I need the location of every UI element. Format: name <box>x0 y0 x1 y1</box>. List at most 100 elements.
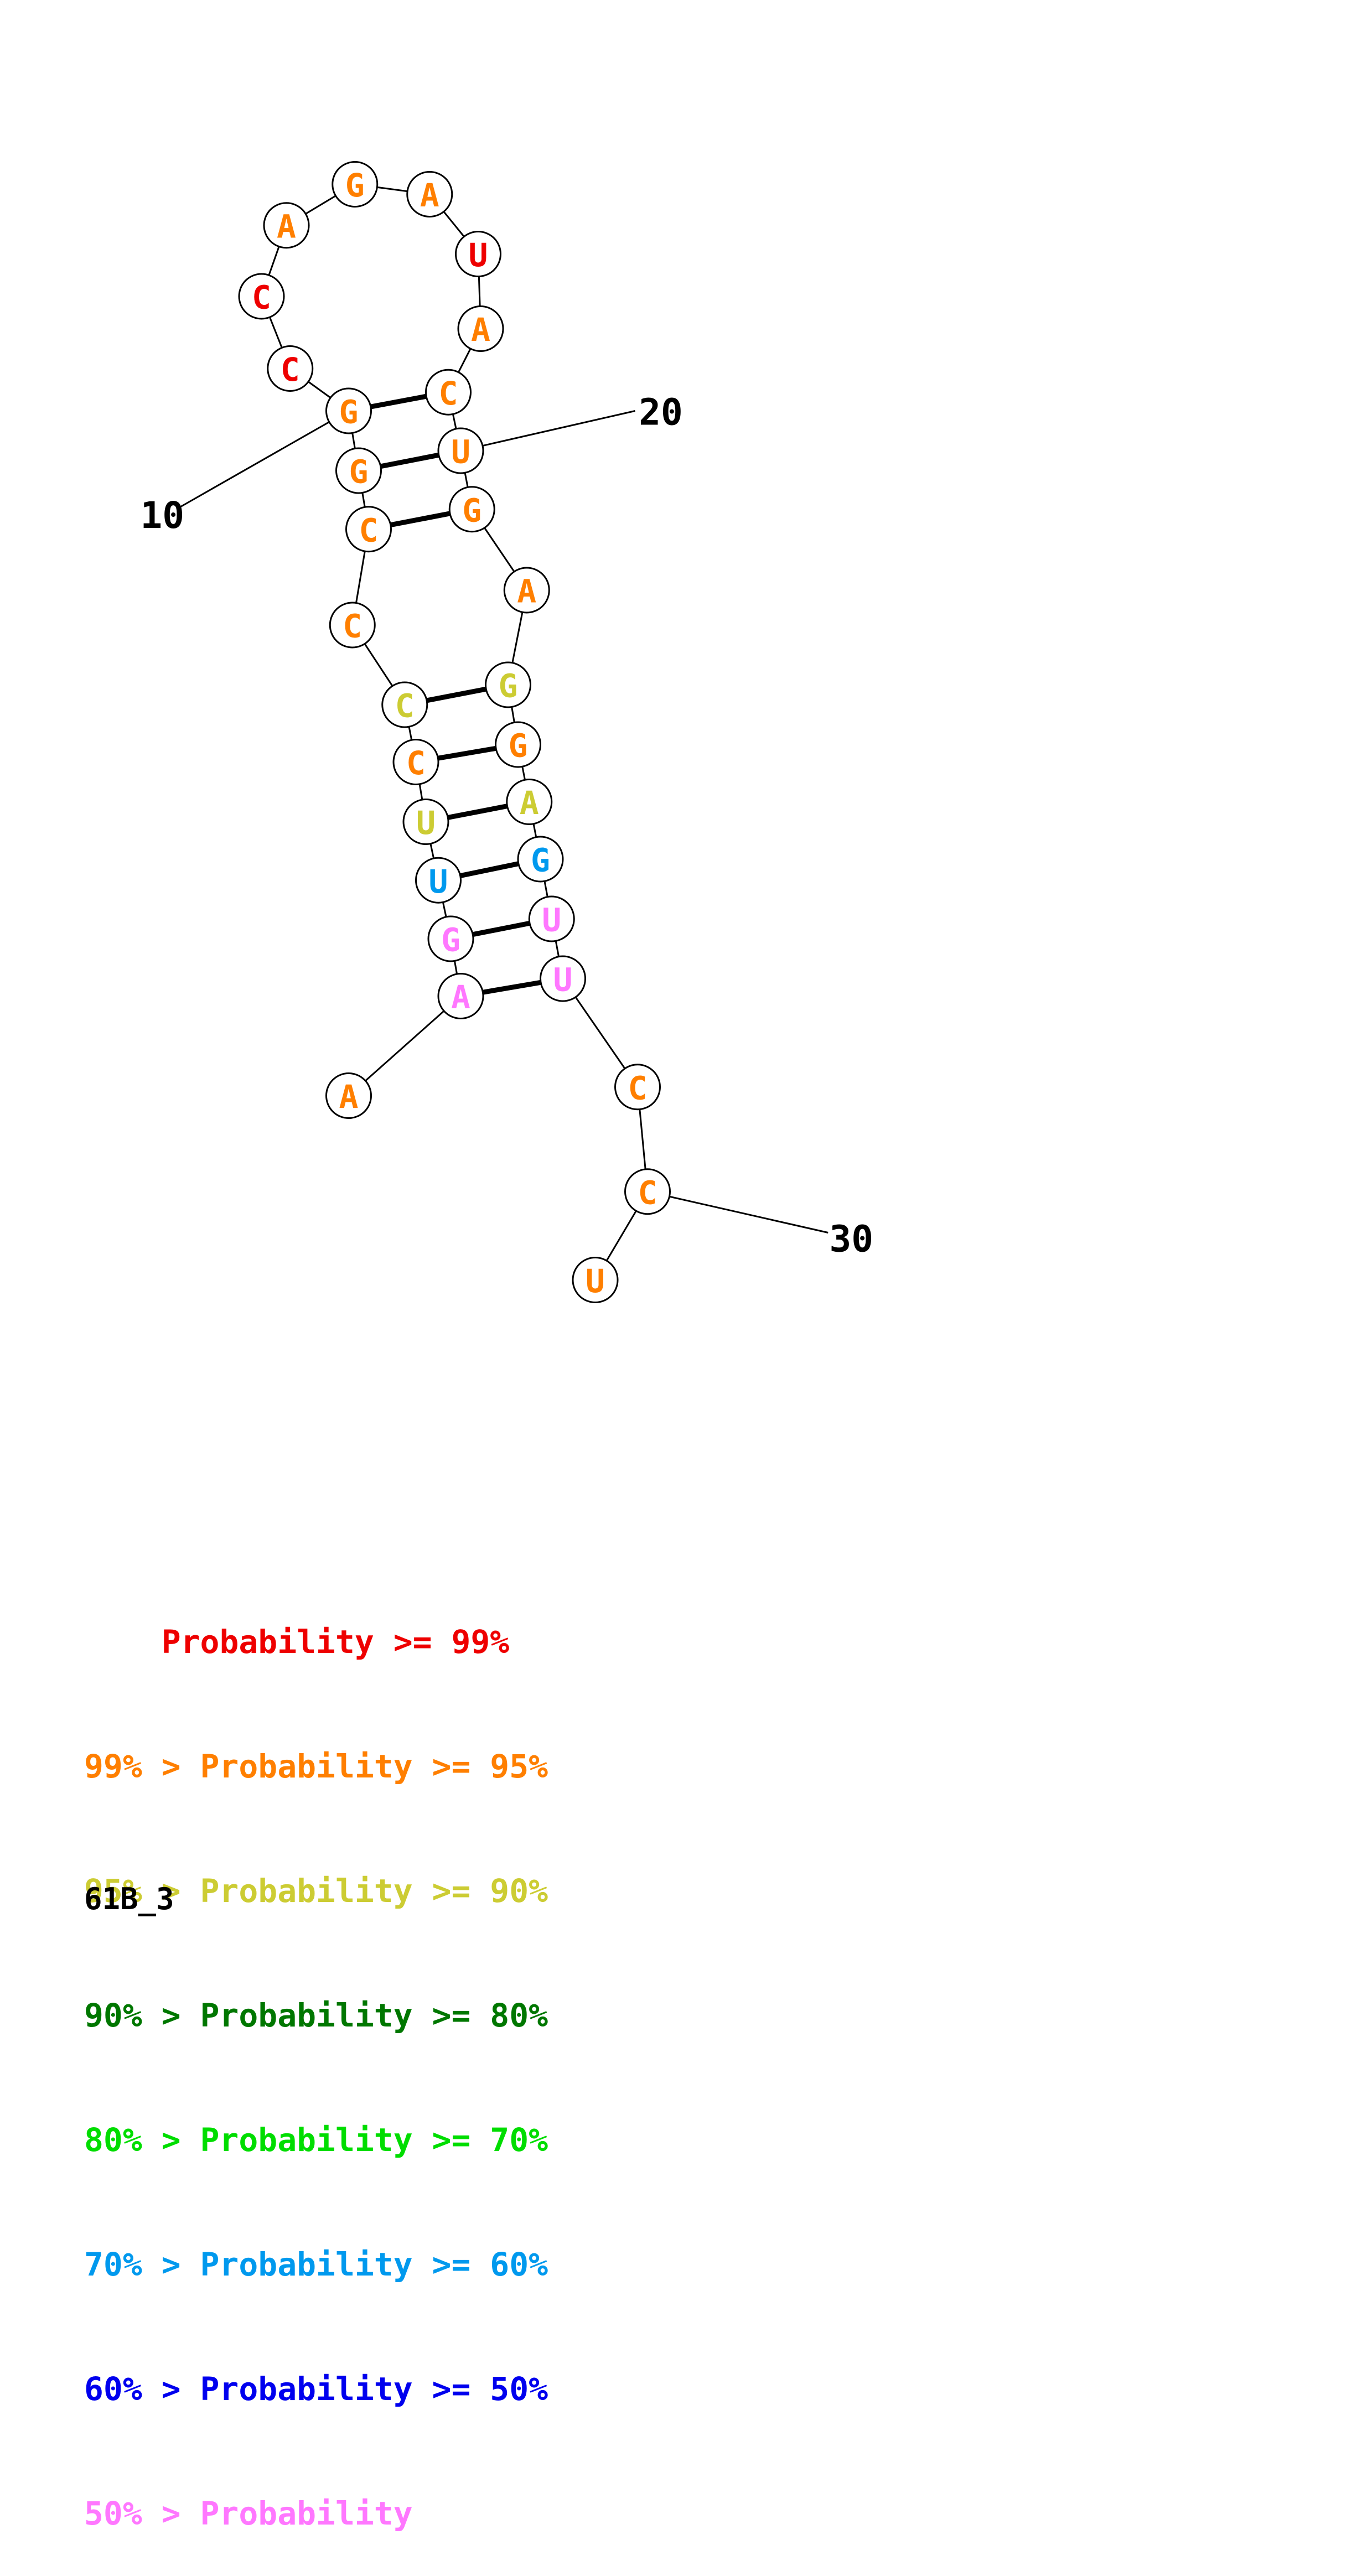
nucleotide-circle <box>572 1257 619 1303</box>
base-pairs <box>348 390 563 999</box>
nucleotide-circle <box>485 661 531 708</box>
index-tick <box>460 410 635 452</box>
nucleotide-circle <box>425 369 472 416</box>
probability-legend: Probability >= 99% 99% > Probability >= … <box>84 1538 548 2576</box>
index-tick <box>180 410 349 508</box>
nucleotide-letter: C <box>252 279 271 317</box>
legend-row: Probability >= 99% <box>84 1621 548 1663</box>
nucleotide-letter: A <box>451 978 470 1016</box>
legend-row: 80% > Probability >= 70% <box>84 2119 548 2161</box>
nucleotide-circle <box>263 202 310 249</box>
nucleotide-letter: U <box>416 804 436 842</box>
legend-text: Probability >= 99% <box>161 1623 510 1661</box>
legend-prefix: 70% > <box>84 2246 200 2283</box>
legend-text: Probability >= 50% <box>200 2370 548 2408</box>
nucleotide-letter: A <box>471 311 490 349</box>
nucleotide-circle <box>238 273 285 320</box>
nucleotide-circle <box>448 486 495 533</box>
nucleotide-circle <box>495 721 541 768</box>
backbone <box>261 183 649 1281</box>
legend-text: Probability >= 80% <box>200 1997 548 2034</box>
legend-prefix: 99% > <box>84 1748 200 1785</box>
nucleotide-circle <box>329 602 376 649</box>
nucleotide-letter: A <box>420 177 439 214</box>
nucleotide-circle <box>457 305 504 352</box>
nucleotide-letter: A <box>339 1078 359 1116</box>
nucleotide-letter: A <box>277 208 296 245</box>
nucleotide-letter: G <box>509 727 528 765</box>
legend-prefix: 95% > <box>84 1872 200 1910</box>
nucleotide-letter: C <box>406 744 426 782</box>
legend-row: 60% > Probability >= 50% <box>84 2368 548 2410</box>
nucleotide-circle <box>455 231 501 277</box>
nucleotide-letter: G <box>462 491 482 529</box>
nucleotide-circle <box>427 915 474 962</box>
legend-row: 50% > Probability <box>84 2493 548 2534</box>
nucleotide-letter: A <box>520 784 539 822</box>
index-label: 30 <box>830 1217 873 1260</box>
nucleotide-circle <box>345 506 392 553</box>
nucleotide-circle <box>517 836 564 883</box>
nucleotide-circle <box>332 161 379 208</box>
nucleotide-circle <box>503 567 550 614</box>
nucleotide-circle <box>381 681 428 728</box>
legend-prefix: 80% > <box>84 2121 200 2159</box>
index-tick <box>647 1190 829 1233</box>
legend-prefix: 90% > <box>84 1997 200 2034</box>
nucleotide-letter: C <box>359 511 379 549</box>
nucleotide-letter: G <box>531 842 550 879</box>
nucleotide-circle <box>415 857 462 904</box>
nucleotide-letter: U <box>469 236 488 274</box>
legend-row: 70% > Probability >= 60% <box>84 2244 548 2285</box>
nucleotide-letter: G <box>349 453 369 491</box>
nucleotide-circle <box>437 973 484 1019</box>
nucleotide-letter: U <box>586 1262 605 1300</box>
nucleotide-circle <box>402 799 449 845</box>
index-label: 10 <box>141 494 184 537</box>
nucleotide-letter: U <box>553 961 573 999</box>
index-ticks: 10 20 30 <box>141 391 873 1260</box>
nucleotide-circle <box>335 447 382 494</box>
nucleotide-letter: U <box>451 433 470 471</box>
legend-text: Probability >= 90% <box>200 1872 548 1910</box>
legend-row: 95% > Probability >= 90% <box>84 1870 548 1912</box>
structure-name: 61B_3 <box>84 1882 174 1916</box>
legend-text: Probability >= 70% <box>200 2121 548 2159</box>
nucleotide-letter: C <box>439 375 458 412</box>
nucleotide-letter: C <box>281 351 300 388</box>
nucleotide-circle <box>267 345 314 392</box>
legend-prefix: 60% > <box>84 2370 200 2408</box>
nucleotide-circle <box>506 779 553 825</box>
nucleotide-letter: C <box>638 1174 657 1211</box>
backbone-link <box>348 995 462 1097</box>
nucleotide-circle <box>624 1168 671 1215</box>
nucleotide-circle <box>437 427 484 474</box>
legend-text: Probability >= 60% <box>200 2246 548 2283</box>
nucleotide-letter: C <box>628 1069 648 1107</box>
index-label: 20 <box>639 391 682 433</box>
nucleotide-circle <box>540 955 586 1002</box>
legend-text: Probability <box>200 2495 413 2532</box>
nucleotide-letter: C <box>395 687 415 725</box>
nucleotide-circle <box>325 387 372 434</box>
nucleotide-letter: G <box>345 167 365 204</box>
nucleotide-letter: G <box>441 921 460 959</box>
legend-row: 90% > Probability >= 80% <box>84 1995 548 2036</box>
nucleotide-letter: G <box>499 667 518 705</box>
nucleotide-circle <box>392 739 439 785</box>
legend-row: 99% > Probability >= 95% <box>84 1746 548 1787</box>
nucleotide-letter: C <box>343 608 362 645</box>
nucleotide-letter: U <box>429 863 448 900</box>
nucleotide-letter: U <box>542 901 561 939</box>
nucleotide-circle <box>325 1072 372 1119</box>
legend-prefix <box>84 1623 162 1661</box>
nucleotide-circle <box>528 895 575 942</box>
legend-text: Probability >= 95% <box>200 1748 548 1785</box>
nucleotide-letter: G <box>339 393 359 431</box>
nucleotide-circle <box>406 171 453 217</box>
nucleotide-letter: A <box>517 573 536 610</box>
legend-prefix: 50% > <box>84 2495 200 2532</box>
nucleotide-circle <box>614 1064 661 1111</box>
